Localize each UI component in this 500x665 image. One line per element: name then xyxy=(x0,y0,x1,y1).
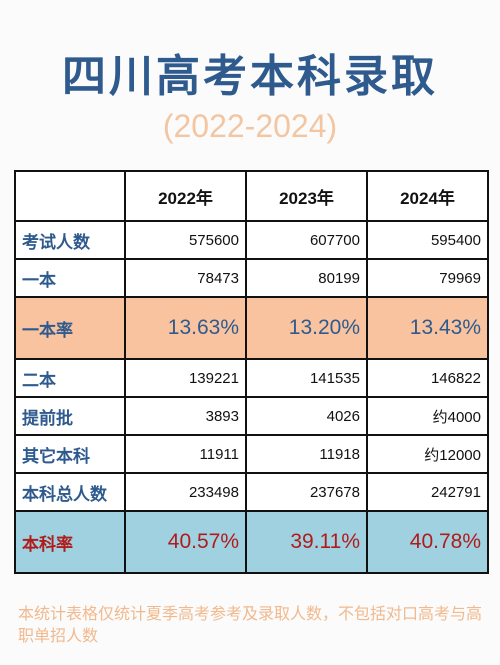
table-cell: 141535 xyxy=(245,358,368,398)
table-cell: 146822 xyxy=(366,358,489,398)
table-cell: 595400 xyxy=(366,220,489,260)
admission-table: 2022年 2023年 2024年 考试人数 575600 607700 595… xyxy=(14,170,489,574)
table-cell: 13.20% xyxy=(245,296,368,360)
table-cell: 40.78% xyxy=(366,510,489,574)
header-2023: 2023年 xyxy=(245,170,368,222)
table-row: 其它本科 11911 11918 约12000 xyxy=(14,434,489,474)
table-header-row: 2022年 2023年 2024年 xyxy=(14,170,489,222)
row-label: 考试人数 xyxy=(14,220,126,260)
table-cell: 80199 xyxy=(245,258,368,298)
table-cell: 3893 xyxy=(124,396,247,436)
table-cell: 78473 xyxy=(124,258,247,298)
row-label: 一本 xyxy=(14,258,126,298)
page-title: 四川高考本科录取 xyxy=(62,51,438,102)
table-cell: 13.43% xyxy=(366,296,489,360)
table-row: 本科总人数 233498 237678 242791 xyxy=(14,472,489,512)
table-row: 一本 78473 80199 79969 xyxy=(14,258,489,298)
row-label: 本科总人数 xyxy=(14,472,126,512)
row-label: 提前批 xyxy=(14,396,126,436)
table-cell: 237678 xyxy=(245,472,368,512)
table-cell: 39.11% xyxy=(245,510,368,574)
table-cell: 575600 xyxy=(124,220,247,260)
table-row: 二本 139221 141535 146822 xyxy=(14,358,489,398)
header-2024: 2024年 xyxy=(366,170,489,222)
table-cell: 139221 xyxy=(124,358,247,398)
table-cell: 40.57% xyxy=(124,510,247,574)
table-cell: 11911 xyxy=(124,434,247,474)
table-row-highlight-undergrad-rate: 本科率 40.57% 39.11% 40.78% xyxy=(14,510,489,574)
table-cell: 13.63% xyxy=(124,296,247,360)
table-cell: 约12000 xyxy=(366,434,489,474)
table-cell: 4026 xyxy=(245,396,368,436)
table-cell: 79969 xyxy=(366,258,489,298)
footnote: 本统计表格仅统计夏季高考参考及录取人数，不包括对口高考与高职单招人数 xyxy=(18,604,483,645)
table-cell: 607700 xyxy=(245,220,368,260)
table-row-highlight-tier1-rate: 一本率 13.63% 13.20% 13.43% xyxy=(14,296,489,360)
row-label: 本科率 xyxy=(14,510,126,574)
table-row: 提前批 3893 4026 约4000 xyxy=(14,396,489,436)
page-subtitle: (2022-2024) xyxy=(162,108,338,144)
table-cell: 11918 xyxy=(245,434,368,474)
table-row: 考试人数 575600 607700 595400 xyxy=(14,220,489,260)
row-label: 一本率 xyxy=(14,296,126,360)
table-cell: 233498 xyxy=(124,472,247,512)
header-corner xyxy=(14,170,126,222)
row-label: 其它本科 xyxy=(14,434,126,474)
table-cell: 242791 xyxy=(366,472,489,512)
header-2022: 2022年 xyxy=(124,170,247,222)
table-cell: 约4000 xyxy=(366,396,489,436)
row-label: 二本 xyxy=(14,358,126,398)
